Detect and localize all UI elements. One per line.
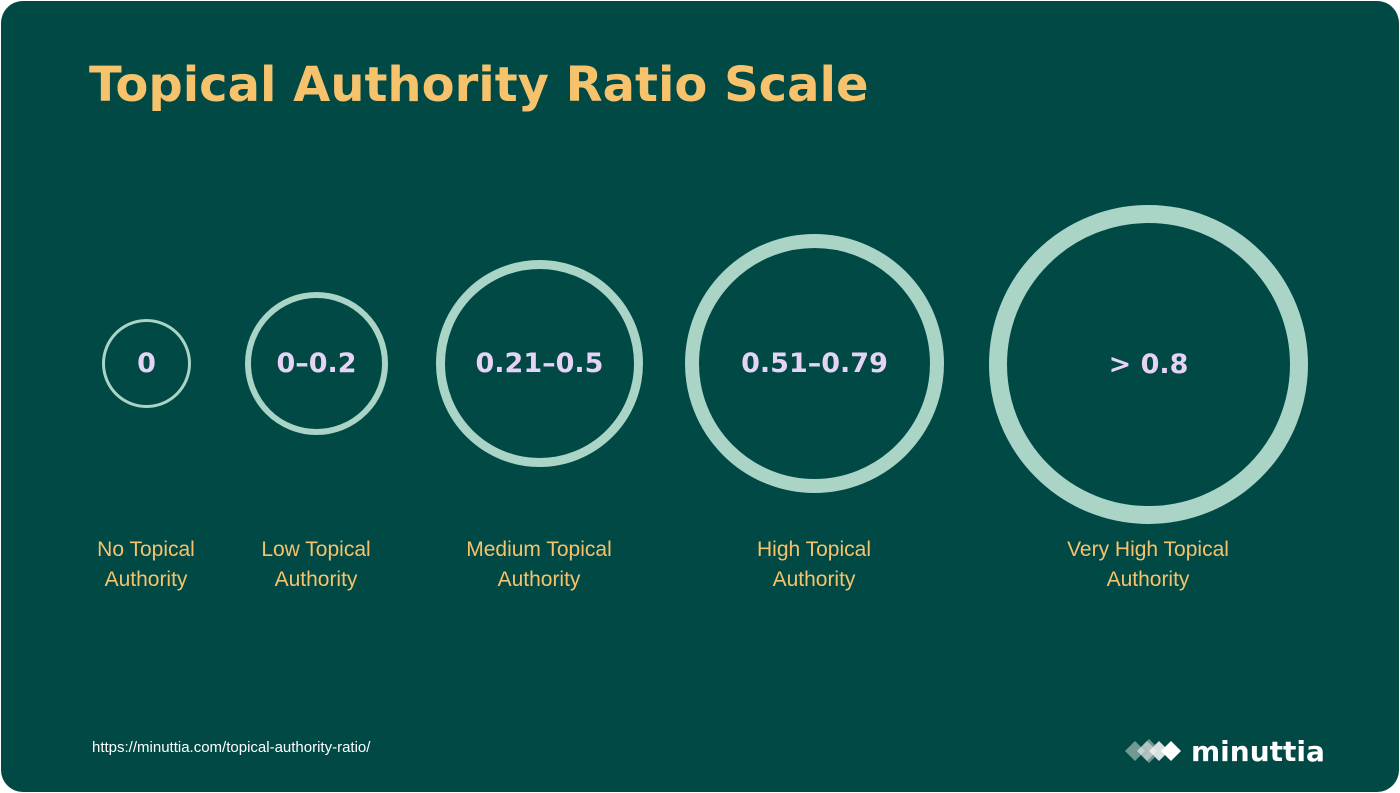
page-title: Topical Authority Ratio Scale (89, 57, 869, 113)
scale-label-line: Authority (274, 568, 358, 591)
scale-label-line: Authority (1106, 568, 1190, 591)
scale-ring-high: 0.51–0.79 (685, 234, 944, 493)
scale-label-very-high: Very High Topical Authority (1028, 535, 1268, 595)
diamond-cluster-icon (1125, 739, 1181, 763)
scale-label-line: No Topical (97, 538, 195, 561)
scale-label-low: Low Topical Authority (196, 535, 436, 595)
scale-label-line: Medium Topical (466, 538, 612, 561)
scale-value: 0.51–0.79 (741, 348, 888, 379)
scale-label-line: High Topical (756, 538, 871, 561)
scale-label-medium: Medium Topical Authority (419, 535, 659, 595)
scale-label-line: Very High Topical (1067, 538, 1229, 561)
scale-label-line: Authority (772, 568, 856, 591)
scale-label-line: Authority (104, 568, 188, 591)
scale-value: 0–0.2 (276, 348, 357, 379)
scale-ring-medium: 0.21–0.5 (436, 260, 643, 467)
scale-ring-none: 0 (102, 319, 191, 408)
scale-label-none: No Topical Authority (26, 535, 266, 595)
scale-ring-low: 0–0.2 (245, 292, 388, 435)
scale-value: > 0.8 (1108, 349, 1189, 380)
source-url: https://minuttia.com/topical-authority-r… (92, 739, 371, 756)
scale-label-line: Authority (497, 568, 581, 591)
scale-label-line: Low Topical (261, 538, 371, 561)
scale-ring-very-high: > 0.8 (989, 205, 1308, 524)
scale-value: 0.21–0.5 (475, 348, 604, 379)
scale-label-high: High Topical Authority (694, 535, 934, 595)
brand-logo: minuttia (1123, 731, 1325, 771)
brand-name: minuttia (1191, 734, 1325, 768)
scale-value: 0 (137, 348, 156, 379)
